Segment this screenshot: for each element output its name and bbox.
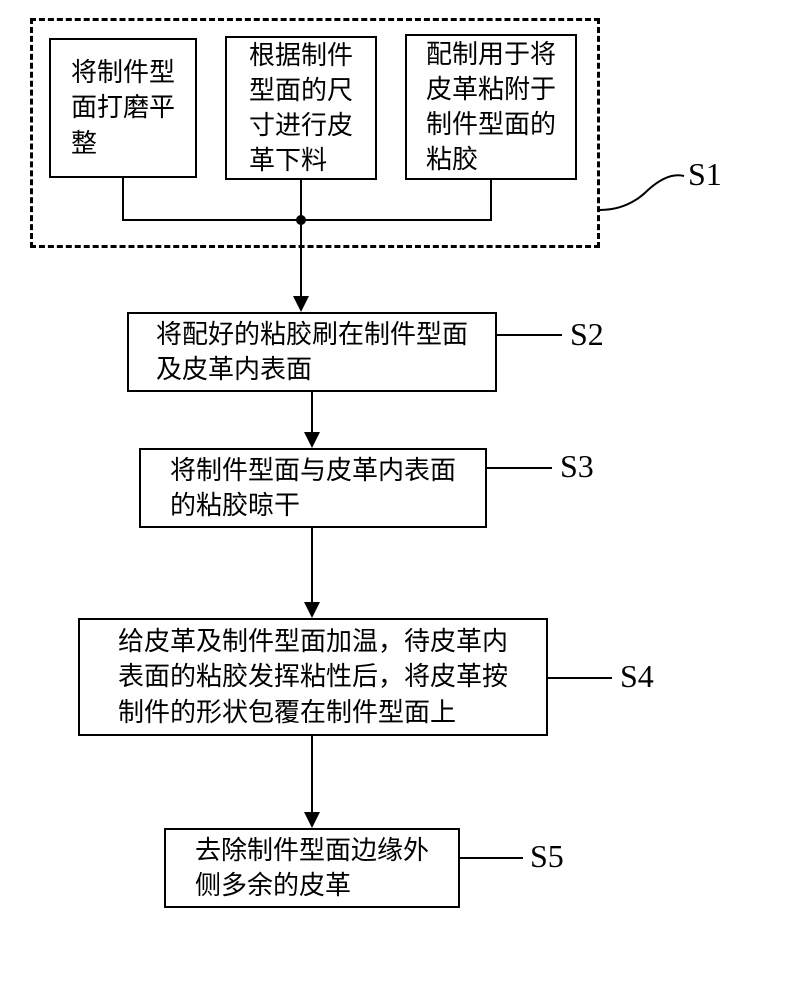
box-s4-text: 给皮革及制件型面加温，待皮革内表面的粘胶发挥粘性后，将皮革按制件的形状包覆在制件… [118, 624, 508, 729]
arrow-3-head [304, 602, 320, 618]
leader-s5 [460, 857, 523, 859]
box-s1c-text: 配制用于将皮革粘附于制件型面的粘胶 [426, 37, 556, 177]
box-s4: 给皮革及制件型面加温，待皮革内表面的粘胶发挥粘性后，将皮革按制件的形状包覆在制件… [78, 618, 548, 736]
label-s4-text: S4 [620, 658, 654, 694]
arrow-4-head [304, 812, 320, 828]
box-s1c: 配制用于将皮革粘附于制件型面的粘胶 [405, 34, 577, 180]
leader-s4 [548, 677, 612, 679]
box-s3-text: 将制件型面与皮革内表面的粘胶晾干 [170, 453, 456, 523]
label-s2: S2 [570, 316, 604, 353]
conn-s1a-v [122, 178, 124, 220]
box-s5-text: 去除制件型面边缘外侧多余的皮革 [195, 833, 429, 903]
leader-s3 [487, 467, 552, 469]
box-s2-text: 将配好的粘胶刷在制件型面及皮革内表面 [156, 317, 468, 387]
conn-s1b-v [300, 180, 302, 220]
box-s2: 将配好的粘胶刷在制件型面及皮革内表面 [127, 312, 497, 392]
arrow-2-line [311, 392, 313, 432]
flowchart-canvas: 将制件型面打磨平整 根据制件型面的尺寸进行皮革下料 配制用于将皮革粘附于制件型面… [0, 0, 785, 1000]
conn-join-h [122, 219, 492, 221]
box-s3: 将制件型面与皮革内表面的粘胶晾干 [139, 448, 487, 528]
conn-s1c-v [490, 180, 492, 220]
label-s5-text: S5 [530, 838, 564, 874]
arrow-1-line [300, 224, 302, 296]
label-s2-text: S2 [570, 316, 604, 352]
box-s1a-text: 将制件型面打磨平整 [71, 55, 175, 160]
label-s3: S3 [560, 448, 594, 485]
label-s3-text: S3 [560, 448, 594, 484]
leader-s1 [598, 160, 688, 220]
box-s1b: 根据制件型面的尺寸进行皮革下料 [225, 36, 377, 180]
label-s1: S1 [688, 156, 722, 193]
arrow-1-head [293, 296, 309, 312]
arrow-3-line [311, 528, 313, 602]
box-s5: 去除制件型面边缘外侧多余的皮革 [164, 828, 460, 908]
arrow-4-line [311, 736, 313, 812]
label-s1-text: S1 [688, 156, 722, 192]
label-s5: S5 [530, 838, 564, 875]
leader-s2 [497, 334, 562, 336]
label-s4: S4 [620, 658, 654, 695]
arrow-2-head [304, 432, 320, 448]
box-s1a: 将制件型面打磨平整 [49, 38, 197, 178]
box-s1b-text: 根据制件型面的尺寸进行皮革下料 [249, 38, 353, 178]
